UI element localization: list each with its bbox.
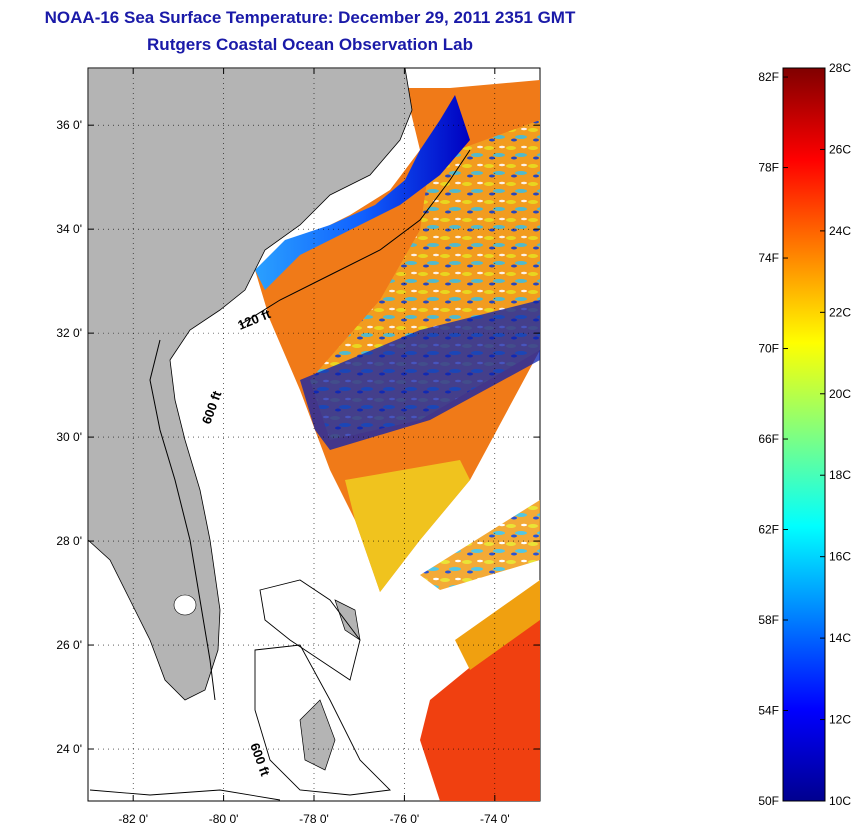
fahrenheit-label: 82F: [758, 70, 779, 84]
lat-tick-label: 30 0': [56, 430, 82, 444]
lat-tick-label: 28 0': [56, 534, 82, 548]
celsius-label: 16C: [829, 550, 851, 564]
contour-120ft: [239, 149, 471, 326]
lon-tick-label: -74 0': [480, 812, 510, 826]
lon-tick-label: -76 0': [390, 812, 420, 826]
contour-florida-bottom: [89, 789, 281, 801]
contour-bahamas-south: [254, 644, 391, 796]
map-grid: [88, 68, 540, 801]
colorbar: [782, 67, 826, 802]
sst-swath-south: [420, 610, 540, 801]
colorbar-labels: 28C 26C 24C 22C 20C 18C 16C 14C 12C 10C 82F 78F 74F 7…: [758, 61, 851, 808]
celsius-label: 24C: [829, 224, 851, 238]
sst-coastal-cold: [255, 95, 470, 290]
lat-tick-label: 26 0': [56, 638, 82, 652]
lon-tick-label: -80 0': [209, 812, 239, 826]
lat-tick-label: 32 0': [56, 326, 82, 340]
fahrenheit-label: 54F: [758, 704, 779, 718]
lon-tick-label: -78 0': [299, 812, 329, 826]
sst-swath-south-mid: [455, 580, 540, 670]
celsius-label: 20C: [829, 387, 851, 401]
fahrenheit-label: 66F: [758, 432, 779, 446]
land-mass: [88, 68, 413, 701]
celsius-label: 12C: [829, 713, 851, 727]
sst-cool-band: [300, 300, 540, 450]
fahrenheit-label: 78F: [758, 161, 779, 175]
sst-swath-east: [420, 500, 540, 590]
fahrenheit-label: 62F: [758, 523, 779, 537]
celsius-label: 26C: [829, 142, 851, 156]
celsius-label: 14C: [829, 631, 851, 645]
celsius-label: 10C: [829, 794, 851, 808]
contour-bahamas: [259, 579, 361, 681]
fahrenheit-label: 50F: [758, 794, 779, 808]
lon-tick-label: -82 0': [118, 812, 148, 826]
lake-okeechobee: [173, 594, 197, 616]
map-axes: 24 0' 26 0' 28 0' 30 0' 32 0' 34 0' 36 0' -82 0…: [56, 68, 540, 826]
map-content: 120 ft 600 ft 600 ft: [88, 68, 540, 801]
fahrenheit-label: 58F: [758, 613, 779, 627]
bahamas-island: [299, 699, 336, 771]
celsius-label: 22C: [829, 305, 851, 319]
lat-tick-label: 34 0': [56, 222, 82, 236]
map-subtitle: Rutgers Coastal Ocean Observation Lab: [147, 35, 473, 54]
lat-tick-label: 36 0': [56, 118, 82, 132]
lat-tick-label: 24 0': [56, 742, 82, 756]
contour-600ft: [149, 339, 216, 701]
map-title: NOAA-16 Sea Surface Temperature: Decembe…: [44, 8, 576, 27]
sst-lower-patch: [345, 460, 470, 592]
fahrenheit-label: 74F: [758, 251, 779, 265]
celsius-label: 28C: [829, 61, 851, 75]
fahrenheit-label: 70F: [758, 342, 779, 356]
celsius-label: 18C: [829, 468, 851, 482]
